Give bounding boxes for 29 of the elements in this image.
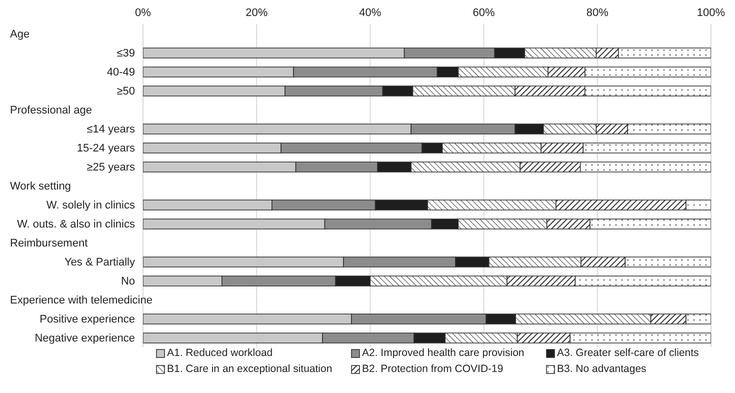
y-tick-label: ≤14 years <box>86 124 136 136</box>
legend-label: A1. Reduced workload <box>167 347 273 359</box>
y-tick-label: 15-24 years <box>76 142 136 154</box>
x-tick-label: 40% <box>359 7 382 19</box>
y-tick-label: Positive experience <box>40 314 135 326</box>
text: Reimbursement <box>10 238 88 250</box>
x-tick-label: 60% <box>472 7 496 19</box>
y-tick-label: ≤39 <box>116 48 135 60</box>
y-tick-label: Yes & Partially <box>64 256 136 268</box>
x-tick-label: 20% <box>246 7 268 19</box>
x-tick-label: 80% <box>586 7 609 19</box>
y-tick-label: Negative experience <box>34 332 135 344</box>
y-tick-label: No <box>120 276 135 288</box>
legend-label: A2. Improved health care provision <box>362 347 524 359</box>
legend-label: B3. No advantages <box>557 363 646 375</box>
legend-label: A3. Greater self-care of clients <box>557 347 699 359</box>
y-tick-label: ≥25 years <box>86 162 136 174</box>
legend-label: B1. Care in an exceptional situation <box>167 363 332 375</box>
legend-label: B2. Protection from COVID-19 <box>362 363 504 375</box>
y-tick-label: W. outs. & also in clinics <box>17 218 136 230</box>
text: Work setting <box>10 180 71 192</box>
y-tick-label: 40-49 <box>106 66 135 78</box>
y-tick-label: ≥50 <box>116 86 135 98</box>
x-tick-label: 0% <box>135 7 152 19</box>
x-tick-label: 100% <box>696 7 726 19</box>
y-tick-label: W. solely in clinics <box>46 200 136 212</box>
text: Age <box>10 28 30 40</box>
annotation: Experience with telemedicine <box>10 294 152 306</box>
text: Professional age <box>10 104 92 116</box>
